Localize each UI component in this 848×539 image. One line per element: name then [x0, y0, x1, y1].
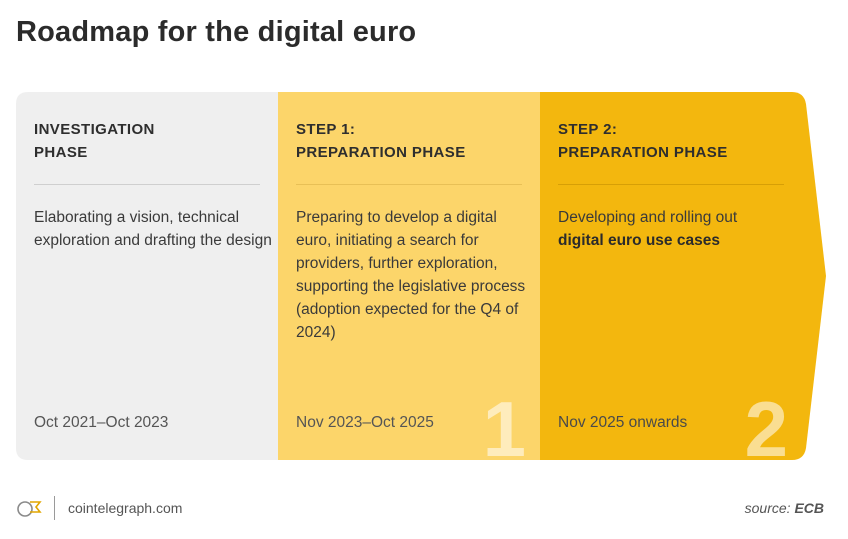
phase-heading-line2: PREPARATION PHASE — [296, 144, 466, 161]
phase-divider — [296, 184, 522, 185]
phase-heading-line1: STEP 2: — [558, 121, 618, 138]
page-title: Roadmap for the digital euro — [16, 16, 417, 48]
phase-step-1: STEP 1: PREPARATION PHASE Preparing to d… — [278, 92, 540, 468]
phase-period: Nov 2023–Oct 2025 — [296, 414, 434, 431]
phase-heading: STEP 1: PREPARATION PHASE — [296, 118, 466, 164]
phase-investigation: INVESTIGATION PHASE Elaborating a vision… — [16, 92, 278, 460]
phase-heading-line1: INVESTIGATION — [34, 121, 155, 138]
phase-heading-line1: STEP 1: — [296, 121, 356, 138]
phase-divider — [558, 184, 784, 185]
phase-number: 2 — [744, 385, 788, 473]
phase-heading: INVESTIGATION PHASE — [34, 118, 155, 164]
phase-description-bold: digital euro use cases — [558, 232, 720, 249]
phase-divider — [34, 184, 260, 185]
phase-period: Oct 2021–Oct 2023 — [34, 414, 169, 431]
phase-heading-line2: PHASE — [34, 144, 88, 161]
phase-period: Nov 2025 onwards — [558, 414, 688, 431]
phase-heading-line2: PREPARATION PHASE — [558, 144, 728, 161]
footer-site-link[interactable]: cointelegraph.com — [68, 500, 183, 516]
phase-description: Preparing to develop a digital euro, ini… — [296, 209, 526, 341]
phase-heading: STEP 2: PREPARATION PHASE — [558, 118, 728, 164]
footer-source: source: ECB — [745, 500, 824, 516]
phase-description-plain: Developing and rolling out — [558, 209, 738, 226]
source-value: ECB — [794, 500, 824, 516]
phase-number: 1 — [482, 385, 526, 473]
footer-separator — [54, 496, 55, 520]
phase-description: Elaborating a vision, technical explorat… — [34, 209, 272, 249]
source-label: source: — [744, 500, 791, 516]
phase-step-2: STEP 2: PREPARATION PHASE Developing and… — [540, 92, 802, 468]
phase-1-background — [278, 92, 540, 460]
cointelegraph-logo-icon — [17, 501, 42, 517]
phase-description: Developing and rolling out digital euro … — [558, 206, 798, 252]
